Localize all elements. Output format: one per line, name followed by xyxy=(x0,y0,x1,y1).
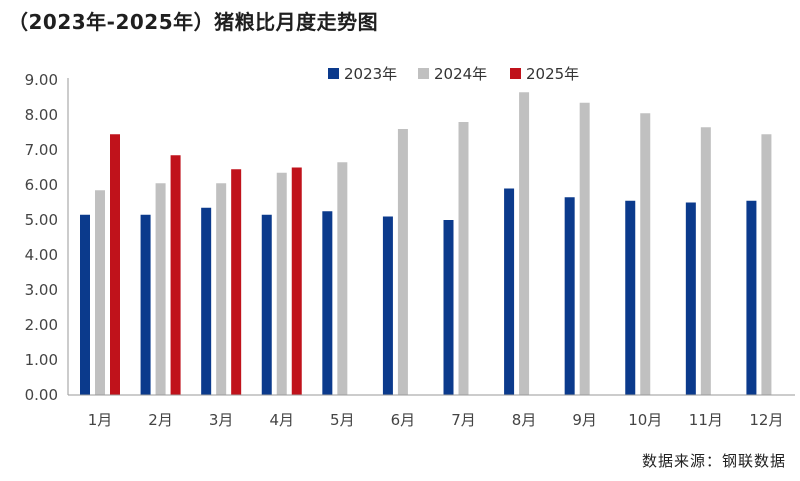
bar-2023年-4月 xyxy=(261,214,272,395)
x-tick-label: 7月 xyxy=(451,411,476,429)
bar-2024年-8月 xyxy=(519,92,530,395)
y-tick-label: 6.00 xyxy=(25,176,58,194)
legend-swatch xyxy=(328,68,339,79)
y-tick-label: 1.00 xyxy=(25,351,58,369)
x-tick-label: 10月 xyxy=(628,411,662,429)
bar-2024年-11月 xyxy=(700,127,711,395)
x-tick-label: 11月 xyxy=(689,411,723,429)
y-tick-label: 9.00 xyxy=(25,71,58,89)
bar-2025年-4月 xyxy=(291,167,302,395)
legend-label: 2025年 xyxy=(526,65,579,83)
y-tick-label: 5.00 xyxy=(25,211,58,229)
y-tick-label: 7.00 xyxy=(25,141,58,159)
x-tick-label: 5月 xyxy=(330,411,355,429)
bar-2024年-12月 xyxy=(761,134,772,395)
x-tick-label: 4月 xyxy=(269,411,294,429)
bar-2024年-1月 xyxy=(95,190,105,395)
legend-swatch xyxy=(418,68,429,79)
bar-2023年-1月 xyxy=(80,214,90,395)
x-tick-label: 2月 xyxy=(148,411,173,429)
bar-2024年-9月 xyxy=(579,102,590,395)
bar-2023年-2月 xyxy=(140,214,151,395)
x-tick-label: 8月 xyxy=(512,411,537,429)
legend-label: 2024年 xyxy=(434,65,487,83)
x-tick-label: 9月 xyxy=(572,411,597,429)
bar-2023年-8月 xyxy=(504,188,515,395)
legend: 2023年 2024年 2025年 xyxy=(328,65,579,83)
bar-2025年-3月 xyxy=(231,169,242,395)
y-tick-label: 3.00 xyxy=(25,281,58,299)
chart-title: （2023年-2025年）猪粮比月度走势图 xyxy=(8,10,379,34)
bar-2023年-9月 xyxy=(564,197,575,395)
x-tick-label: 6月 xyxy=(391,411,416,429)
x-axis: 1月 2月 3月 4月 5月 6月 7月 8月 9月 10月 11月 12月 xyxy=(68,394,795,429)
bar-2024年-6月 xyxy=(397,129,408,395)
bar-2024年-10月 xyxy=(640,113,651,395)
bar-2023年-12月 xyxy=(746,200,757,395)
x-tick-label: 3月 xyxy=(209,411,234,429)
x-tick-label: 1月 xyxy=(88,411,113,429)
bar-2024年-7月 xyxy=(458,122,469,395)
bar-group xyxy=(80,92,772,395)
x-tick-label: 12月 xyxy=(749,411,783,429)
bar-2025年-1月 xyxy=(110,134,120,395)
bar-2023年-10月 xyxy=(625,200,636,395)
y-tick-label: 4.00 xyxy=(25,246,58,264)
data-source: 数据来源：钢联数据 xyxy=(641,452,786,470)
bar-2024年-2月 xyxy=(155,183,166,395)
y-axis: 0.00 1.00 2.00 3.00 4.00 5.00 6.00 7.00 8.00 9.00 xyxy=(25,71,69,404)
legend-label: 2023年 xyxy=(344,65,397,83)
y-tick-label: 2.00 xyxy=(25,316,58,334)
legend-swatch xyxy=(510,68,521,79)
bar-2023年-11月 xyxy=(685,202,696,395)
bar-2023年-5月 xyxy=(322,211,333,395)
bar-2024年-5月 xyxy=(337,162,348,395)
bar-2024年-3月 xyxy=(216,183,227,395)
bar-2024年-4月 xyxy=(276,172,287,395)
bar-2023年-7月 xyxy=(443,220,454,395)
y-tick-label: 0.00 xyxy=(25,386,58,404)
bar-2025年-2月 xyxy=(170,155,181,395)
bar-2023年-3月 xyxy=(201,207,212,395)
bar-2023年-6月 xyxy=(382,216,393,395)
y-tick-label: 8.00 xyxy=(25,106,58,124)
